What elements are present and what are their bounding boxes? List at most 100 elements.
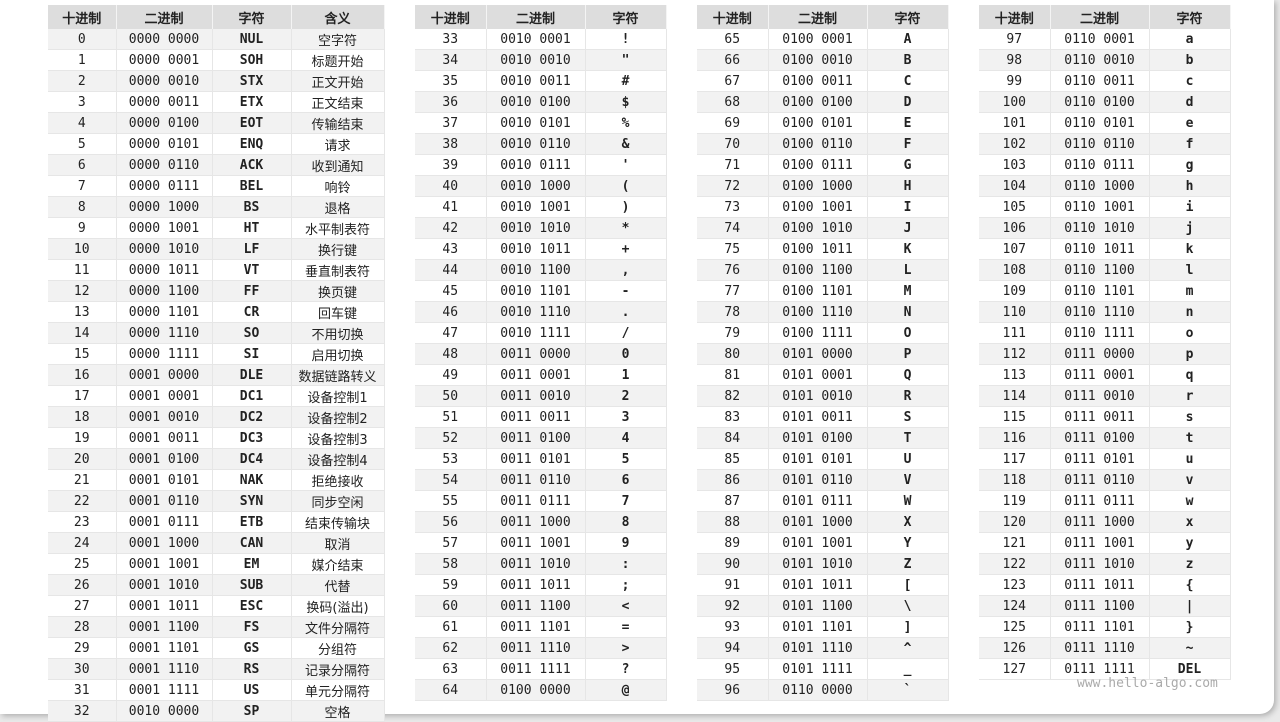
char-cell: SOH <box>212 49 292 71</box>
table-row: 93 0101 1101] <box>697 616 949 638</box>
table-row: 34 0010 0010 " <box>415 49 667 71</box>
table-row: 98 0110 0010 b <box>979 49 1231 71</box>
decimal-cell: 51 <box>415 406 487 428</box>
char-cell: 2 <box>585 385 667 407</box>
char-cell: u <box>1149 448 1231 470</box>
decimal-cell: 99 <box>979 70 1051 92</box>
char-cell: ENQ <box>212 133 292 155</box>
header-row: 十进制 二进制 字符 <box>979 5 1231 29</box>
decimal-cell: 59 <box>415 574 487 596</box>
binary-cell: 0100 0101 <box>768 112 868 134</box>
decimal-cell: 36 <box>415 91 487 113</box>
char-cell: 8 <box>585 511 667 533</box>
char-cell: @ <box>585 679 667 701</box>
binary-cell: 0100 1100 <box>768 259 868 281</box>
binary-cell: 0100 0001 <box>768 29 868 50</box>
table-row: 103 0110 0111 g <box>979 154 1231 176</box>
binary-cell: 0011 1001 <box>486 532 586 554</box>
char-cell: > <box>585 637 667 659</box>
table-row: 40 0010 1000( <box>415 175 667 197</box>
decimal-cell: 9 <box>48 217 117 239</box>
table-row: 122 0111 1010 z <box>979 553 1231 575</box>
char-cell: SP <box>212 700 292 722</box>
meaning-cell: 设备控制4 <box>291 448 385 470</box>
decimal-cell: 28 <box>48 616 117 638</box>
decimal-cell: 122 <box>979 553 1051 575</box>
table-row: 125 0111 1101} <box>979 616 1231 638</box>
meaning-cell: 记录分隔符 <box>291 658 385 680</box>
decimal-cell: 56 <box>415 511 487 533</box>
decimal-cell: 20 <box>48 448 117 470</box>
binary-cell: 0101 1100 <box>768 595 868 617</box>
meaning-cell: 标题开始 <box>291 49 385 71</box>
decimal-cell: 57 <box>415 532 487 554</box>
char-cell: FF <box>212 280 292 302</box>
binary-cell: 0111 1000 <box>1050 511 1150 533</box>
binary-cell: 0001 0110 <box>116 490 213 512</box>
table-row: 3 0000 0011 ETX 正文结束 <box>48 91 385 113</box>
char-cell: p <box>1149 343 1231 365</box>
decimal-cell: 13 <box>48 301 117 323</box>
binary-cell: 0010 1011 <box>486 238 586 260</box>
decimal-cell: 78 <box>697 301 769 323</box>
decimal-cell: 38 <box>415 133 487 155</box>
header-char: 字符 <box>212 5 292 29</box>
binary-cell: 0001 1000 <box>116 532 213 554</box>
char-cell: DEL <box>1149 658 1231 680</box>
decimal-cell: 48 <box>415 343 487 365</box>
binary-cell: 0111 1100 <box>1050 595 1150 617</box>
binary-cell: 0101 0011 <box>768 406 868 428</box>
table-row: 22 0001 0110 SYN 同步空闲 <box>48 490 385 512</box>
table-row: 79 0100 1111 O <box>697 322 949 344</box>
table-row: 1 0000 0001 SOH 标题开始 <box>48 49 385 71</box>
char-cell: ^ <box>867 637 949 659</box>
binary-cell: 0011 0001 <box>486 364 586 386</box>
binary-cell: 0000 0000 <box>116 29 213 50</box>
table-row: 38 0010 0110 & <box>415 133 667 155</box>
char-cell: : <box>585 553 667 575</box>
decimal-cell: 42 <box>415 217 487 239</box>
table-row: 28 0001 1100 FS 文件分隔符 <box>48 616 385 638</box>
decimal-cell: 67 <box>697 70 769 92</box>
binary-cell: 0101 1011 <box>768 574 868 596</box>
binary-cell: 0011 1010 <box>486 553 586 575</box>
char-cell: y <box>1149 532 1231 554</box>
table-row: 124 0111 1100 | <box>979 595 1231 617</box>
char-cell: [ <box>867 574 949 596</box>
table-row: 113 0111 0001 q <box>979 364 1231 386</box>
decimal-cell: 10 <box>48 238 117 260</box>
char-cell: N <box>867 301 949 323</box>
decimal-cell: 119 <box>979 490 1051 512</box>
table-row: 100 0110 0100 d <box>979 91 1231 113</box>
table-row: 106 0110 1010 j <box>979 217 1231 239</box>
table-row: 52 0011 0100 4 <box>415 427 667 449</box>
char-cell: s <box>1149 406 1231 428</box>
binary-cell: 0100 0011 <box>768 70 868 92</box>
binary-cell: 0001 1010 <box>116 574 213 596</box>
decimal-cell: 101 <box>979 112 1051 134</box>
header-char: 字符 <box>867 5 949 29</box>
binary-cell: 0001 0100 <box>116 448 213 470</box>
table-row: 96 0110 0000 ` <box>697 679 949 701</box>
meaning-cell: 请求 <box>291 133 385 155</box>
decimal-cell: 117 <box>979 448 1051 470</box>
table-row: 11 0000 1011 VT 垂直制表符 <box>48 259 385 281</box>
binary-cell: 0101 1001 <box>768 532 868 554</box>
char-cell: ] <box>867 616 949 638</box>
decimal-cell: 114 <box>979 385 1051 407</box>
meaning-cell: 换码(溢出) <box>291 595 385 617</box>
decimal-cell: 22 <box>48 490 117 512</box>
decimal-cell: 26 <box>48 574 117 596</box>
binary-cell: 0011 1000 <box>486 511 586 533</box>
char-cell: DLE <box>212 364 292 386</box>
header-meaning: 含义 <box>291 5 385 29</box>
table-row: 60 0011 1100 < <box>415 595 667 617</box>
decimal-cell: 72 <box>697 175 769 197</box>
binary-cell: 0001 0011 <box>116 427 213 449</box>
binary-cell: 0010 0101 <box>486 112 586 134</box>
table-row: 56 0011 1000 8 <box>415 511 667 533</box>
binary-cell: 0110 1000 <box>1050 175 1150 197</box>
ascii-table-65-96: 十进制 二进制 字符 65 0100 0001 A 66 0100 0010 B 67 010… <box>697 5 949 701</box>
decimal-cell: 71 <box>697 154 769 176</box>
binary-cell: 0100 0110 <box>768 133 868 155</box>
